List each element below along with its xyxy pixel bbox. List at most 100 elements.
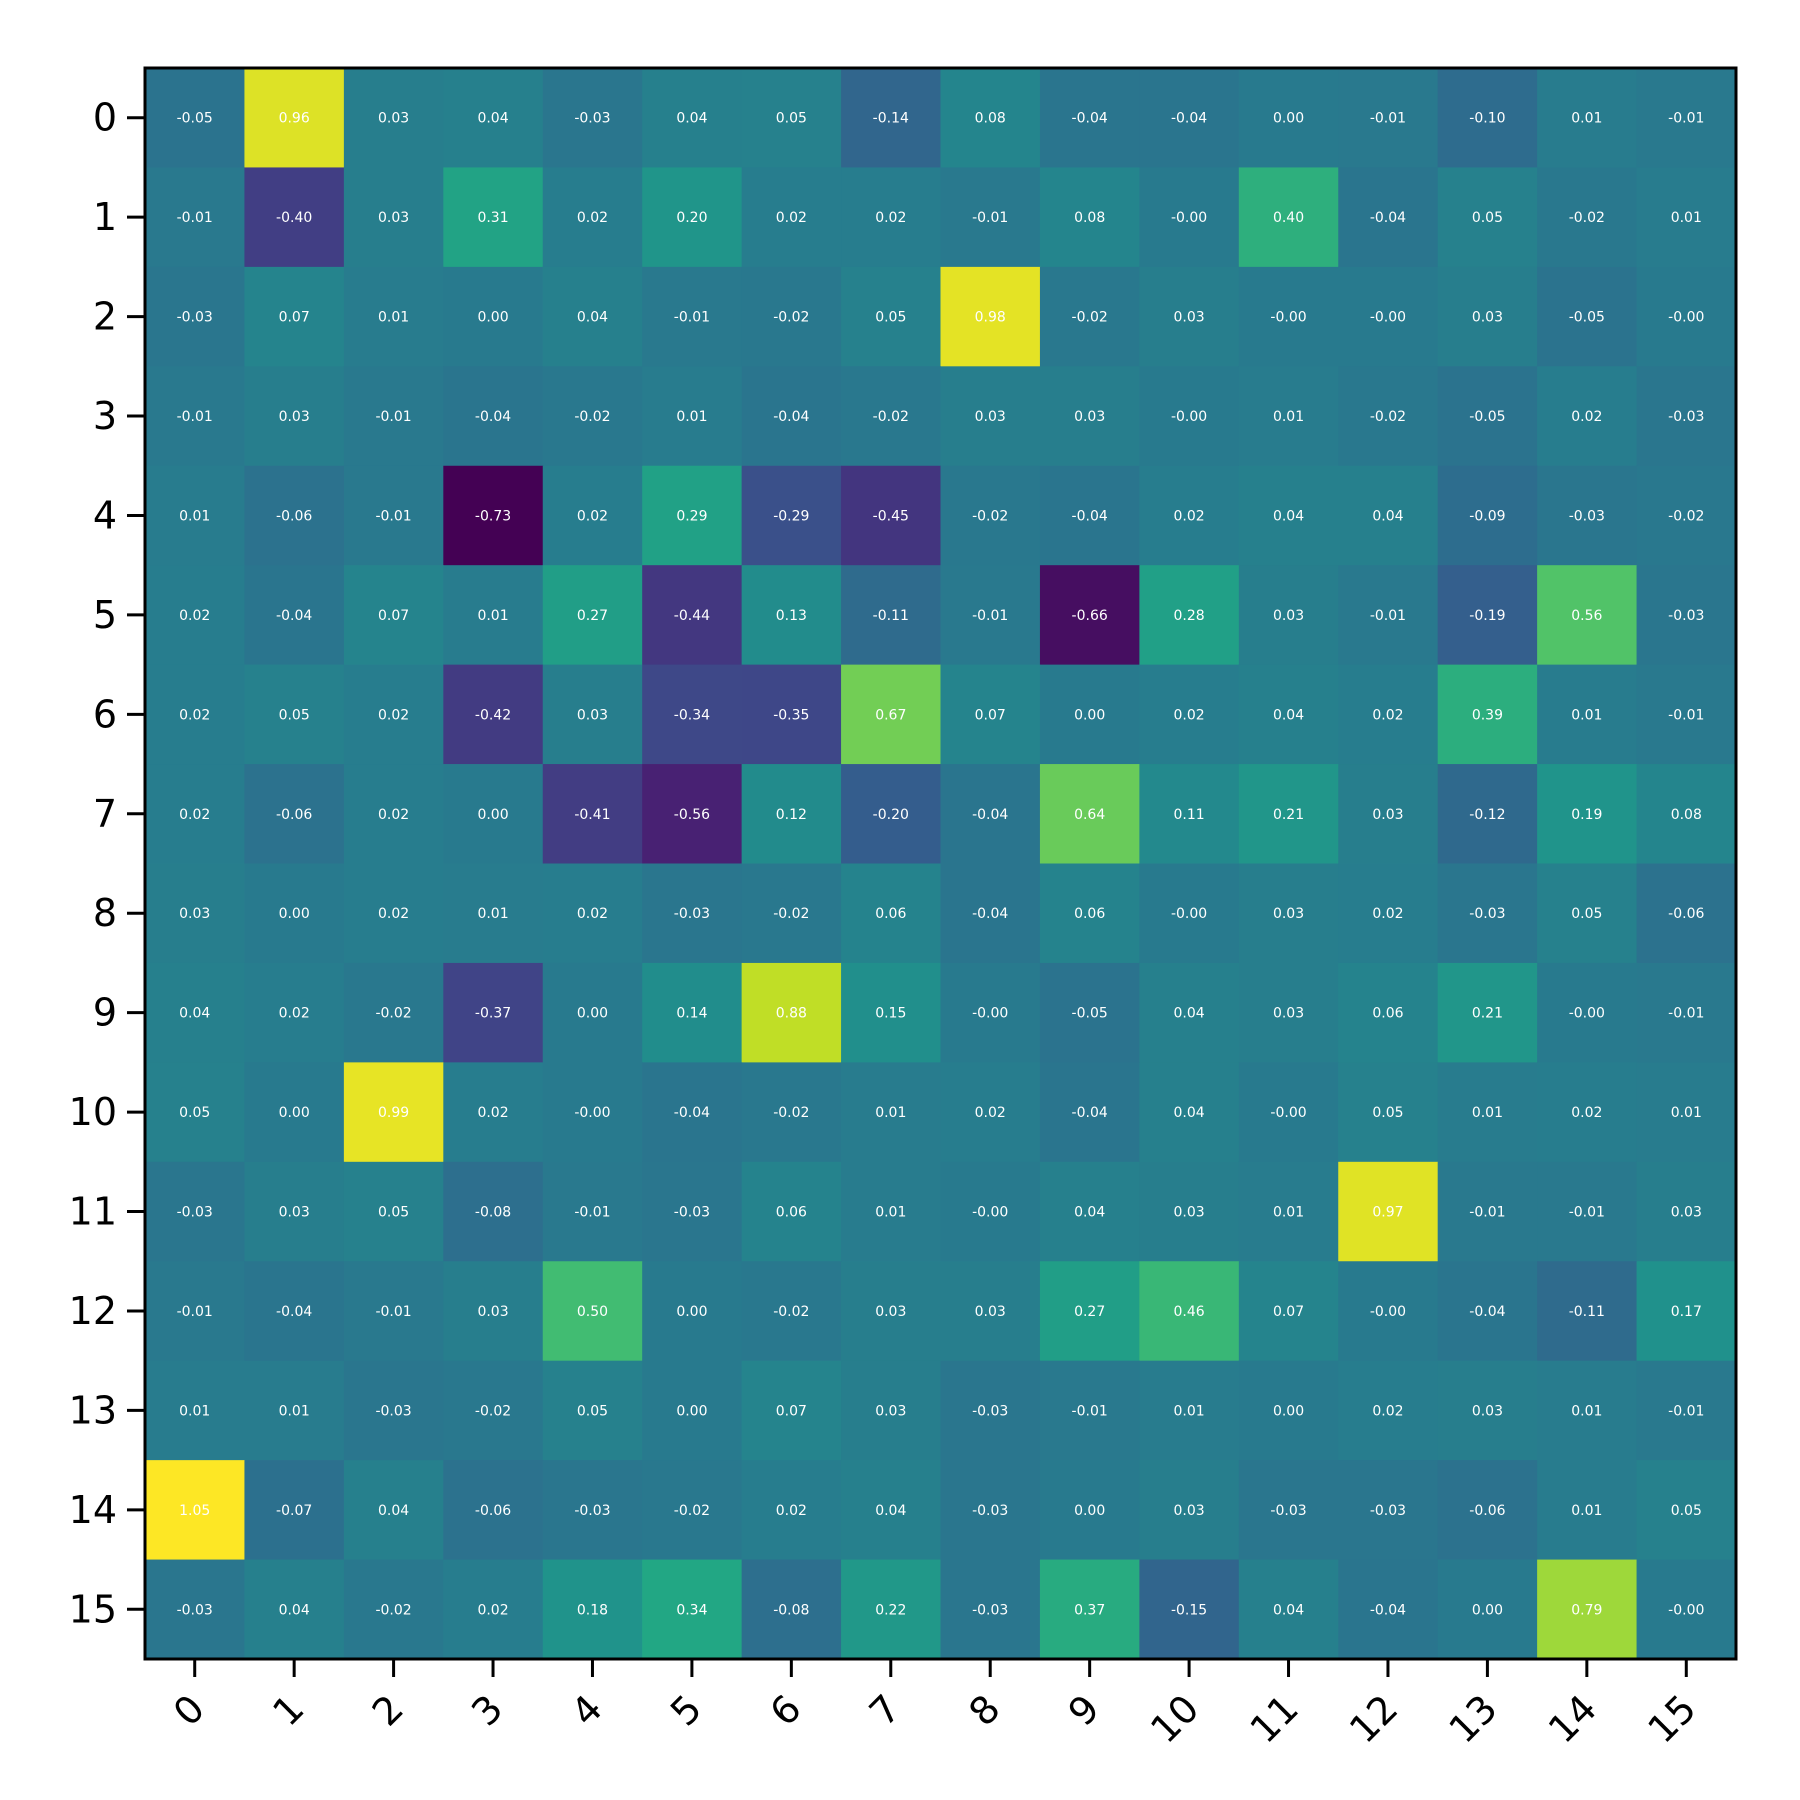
cell-value-label-r4-c1: -0.06 bbox=[276, 508, 312, 524]
heatmap-cell-r10-c8 bbox=[940, 1062, 1041, 1163]
heatmap-cell-r6-c1 bbox=[244, 664, 345, 765]
cell-value-label-r8-c6: -0.02 bbox=[773, 906, 809, 922]
cell-value-label-r3-c10: -0.00 bbox=[1171, 409, 1207, 425]
heatmap-cell-r9-c4 bbox=[542, 962, 643, 1063]
heatmap-cell-r11-c8 bbox=[940, 1161, 1041, 1262]
cell-value-label-r4-c6: -0.29 bbox=[773, 508, 809, 524]
y-tick-label-9: 9 bbox=[93, 991, 117, 1035]
cell-value-label-r3-c15: -0.03 bbox=[1668, 409, 1704, 425]
heatmap-cell-r15-c12 bbox=[1338, 1559, 1439, 1660]
heatmap-cell-r3-c15 bbox=[1636, 366, 1737, 467]
cell-value-label-r3-c11: 0.01 bbox=[1273, 409, 1304, 425]
cell-value-label-r12-c4: 0.50 bbox=[577, 1304, 608, 1320]
heatmap-cell-r13-c5 bbox=[642, 1360, 743, 1461]
heatmap-cell-r13-c12 bbox=[1338, 1360, 1439, 1461]
cell-value-label-r11-c0: -0.03 bbox=[177, 1205, 213, 1221]
heatmap-cell-r15-c15 bbox=[1636, 1559, 1737, 1660]
cell-value-label-r8-c14: 0.05 bbox=[1571, 906, 1602, 922]
cell-value-label-r9-c3: -0.37 bbox=[475, 1006, 511, 1022]
cell-value-label-r4-c7: -0.45 bbox=[873, 508, 909, 524]
cell-value-label-r8-c10: -0.00 bbox=[1171, 906, 1207, 922]
heatmap-cell-r8-c5 bbox=[642, 863, 743, 964]
heatmap-cell-r6-c10 bbox=[1139, 664, 1240, 765]
y-tick-label-11: 11 bbox=[69, 1190, 117, 1234]
heatmap-cell-r10-c13 bbox=[1437, 1062, 1538, 1163]
cell-value-label-r4-c13: -0.09 bbox=[1469, 508, 1505, 524]
cell-value-label-r15-c10: -0.15 bbox=[1171, 1602, 1207, 1618]
cell-value-label-r15-c2: -0.02 bbox=[375, 1602, 411, 1618]
cell-value-label-r15-c5: 0.34 bbox=[676, 1602, 707, 1618]
cell-value-label-r13-c3: -0.02 bbox=[475, 1403, 511, 1419]
heatmap-cell-r11-c3 bbox=[443, 1161, 544, 1262]
heatmap-cell-r8-c2 bbox=[343, 863, 444, 964]
cell-value-label-r12-c5: 0.00 bbox=[676, 1304, 707, 1320]
cell-value-label-r7-c12: 0.03 bbox=[1372, 807, 1403, 823]
cell-value-label-r10-c8: 0.02 bbox=[975, 1105, 1006, 1121]
heatmap-cell-r7-c15 bbox=[1636, 764, 1737, 864]
cell-value-label-r13-c15: -0.01 bbox=[1668, 1403, 1704, 1419]
cell-value-label-r8-c0: 0.03 bbox=[179, 906, 210, 922]
heatmap-cell-labels: -0.05 0.96 0.03 0.04 -0.03 0.04 0.05 -0.14 0.08 -… bbox=[177, 111, 1705, 1619]
heatmap-cell-r14-c10 bbox=[1139, 1460, 1240, 1561]
cell-value-label-r5-c3: 0.01 bbox=[477, 608, 508, 624]
heatmap-cell-r2-c12 bbox=[1338, 266, 1439, 367]
heatmap-cell-r11-c14 bbox=[1537, 1161, 1638, 1262]
heatmap-cell-r7-c3 bbox=[443, 764, 544, 864]
heatmap-cell-r8-c10 bbox=[1139, 863, 1240, 964]
heatmap-cell-r11-c1 bbox=[244, 1161, 345, 1262]
heatmap-cell-r8-c11 bbox=[1238, 863, 1339, 964]
heatmap-cell-r13-c8 bbox=[940, 1360, 1041, 1461]
heatmap-cell-r9-c14 bbox=[1537, 962, 1638, 1063]
heatmap-cell-r14-c6 bbox=[741, 1460, 842, 1561]
heatmap-cell-r2-c0 bbox=[145, 266, 245, 367]
cell-value-label-r2-c4: 0.04 bbox=[577, 310, 608, 326]
heatmap-cell-r6-c12 bbox=[1338, 664, 1439, 765]
cell-value-label-r15-c6: -0.08 bbox=[773, 1602, 809, 1618]
heatmap-cell-r6-c3 bbox=[443, 664, 544, 765]
y-tick-label-12: 12 bbox=[69, 1289, 117, 1333]
cell-value-label-r9-c5: 0.14 bbox=[676, 1006, 707, 1022]
heatmap-cell-r9-c11 bbox=[1238, 962, 1339, 1063]
cell-value-label-r10-c6: -0.02 bbox=[773, 1105, 809, 1121]
cell-value-label-r6-c14: 0.01 bbox=[1571, 707, 1602, 723]
cell-value-label-r11-c15: 0.03 bbox=[1671, 1205, 1702, 1221]
cell-value-label-r7-c0: 0.02 bbox=[179, 807, 210, 823]
y-tick-label-4: 4 bbox=[93, 493, 117, 537]
heatmap-cell-r1-c6 bbox=[741, 167, 842, 268]
heatmap-cell-r9-c0 bbox=[145, 962, 245, 1063]
heatmap-cell-r14-c13 bbox=[1437, 1460, 1538, 1561]
cell-value-label-r11-c7: 0.01 bbox=[875, 1205, 906, 1221]
heatmap-cell-r1-c8 bbox=[940, 167, 1041, 268]
heatmap-cell-r9-c10 bbox=[1139, 962, 1240, 1063]
heatmap-cell-r11-c7 bbox=[841, 1161, 941, 1262]
heatmap-cell-r4-c11 bbox=[1238, 465, 1339, 566]
cell-value-label-r9-c15: -0.01 bbox=[1668, 1006, 1704, 1022]
cell-value-label-r12-c10: 0.46 bbox=[1174, 1304, 1205, 1320]
cell-value-label-r0-c1: 0.96 bbox=[279, 111, 310, 127]
cell-value-label-r14-c1: -0.07 bbox=[276, 1503, 312, 1519]
heatmap-cell-r5-c0 bbox=[145, 565, 245, 666]
heatmap-cell-r0-c12 bbox=[1338, 68, 1439, 168]
heatmap-cell-r0-c13 bbox=[1437, 68, 1538, 168]
heatmap-cell-r10-c6 bbox=[741, 1062, 842, 1163]
cell-value-label-r15-c9: 0.37 bbox=[1074, 1602, 1105, 1618]
heatmap-cell-r7-c11 bbox=[1238, 764, 1339, 864]
heatmap-cell-r12-c7 bbox=[841, 1261, 941, 1362]
heatmap-cell-r13-c6 bbox=[741, 1360, 842, 1461]
cell-value-label-r12-c7: 0.03 bbox=[875, 1304, 906, 1320]
cell-value-label-r12-c11: 0.07 bbox=[1273, 1304, 1304, 1320]
heatmap-cell-r1-c3 bbox=[443, 167, 544, 268]
cell-value-label-r12-c3: 0.03 bbox=[477, 1304, 508, 1320]
heatmap-cell-r11-c11 bbox=[1238, 1161, 1339, 1262]
heatmap-cell-r14-c11 bbox=[1238, 1460, 1339, 1561]
y-tick-label-3: 3 bbox=[93, 394, 117, 438]
heatmap-cell-r1-c12 bbox=[1338, 167, 1439, 268]
cell-value-label-r7-c13: -0.12 bbox=[1469, 807, 1505, 823]
heatmap-cell-r9-c3 bbox=[443, 962, 544, 1063]
cell-value-label-r2-c3: 0.00 bbox=[477, 310, 508, 326]
cell-value-label-r15-c7: 0.22 bbox=[875, 1602, 906, 1618]
y-tick-label-2: 2 bbox=[93, 295, 117, 339]
cell-value-label-r15-c13: 0.00 bbox=[1472, 1602, 1503, 1618]
heatmap-cell-r10-c7 bbox=[841, 1062, 941, 1163]
heatmap-cell-r15-c0 bbox=[145, 1559, 245, 1660]
